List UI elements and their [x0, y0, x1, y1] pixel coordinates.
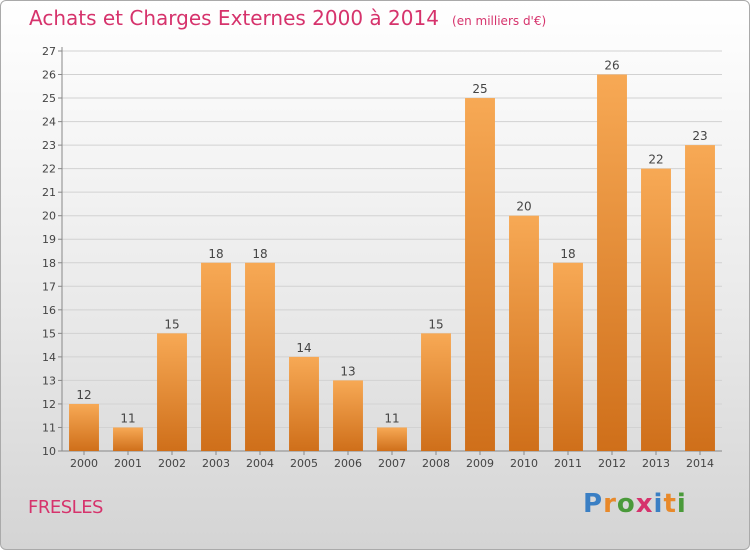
x-tick-labels: 2000 2001 2002 2003 2004 2005 2006 2007 2008 2009… [70, 451, 714, 470]
x-tick-label: 2014 [686, 457, 714, 470]
bar [421, 333, 451, 451]
y-tick-label: 20 [42, 210, 56, 223]
x-tick-label: 2010 [510, 457, 538, 470]
x-tick-label: 2002 [158, 457, 186, 470]
y-tick-label: 26 [42, 69, 56, 82]
x-tick-label: 2008 [422, 457, 450, 470]
x-tick-label: 2007 [378, 457, 406, 470]
logo-letter: P [583, 489, 604, 519]
y-tick-label: 21 [42, 186, 56, 199]
y-tick-label: 27 [42, 45, 56, 58]
y-tick-label: 22 [42, 163, 56, 176]
bar [641, 168, 671, 451]
y-tick-label: 19 [42, 233, 56, 246]
logo-letter: i [676, 489, 687, 519]
y-tick-label: 14 [42, 351, 56, 364]
title-row: Achats et Charges Externes 2000 à 2014 (… [29, 6, 546, 30]
data-label: 14 [296, 341, 311, 355]
x-tick-label: 2003 [202, 457, 230, 470]
bar [685, 145, 715, 451]
data-label: 20 [516, 200, 531, 214]
commune-name: FRESLES [28, 497, 104, 518]
bar [333, 380, 363, 451]
x-tick-label: 2000 [70, 457, 98, 470]
y-tick-labels: 10 11 12 13 14 15 16 17 18 19 20 21 22 23 24 25 26 27 [42, 45, 56, 458]
logo-letter: o [616, 489, 636, 519]
data-label: 22 [648, 153, 663, 167]
bar [113, 427, 143, 451]
logo-letter: r [603, 489, 617, 519]
y-tick-label: 17 [42, 280, 56, 293]
chart-title: Achats et Charges Externes 2000 à 2014 [29, 6, 439, 30]
logo-letter: x [635, 489, 654, 519]
y-tick-label: 12 [42, 398, 56, 411]
data-labels: 12 11 15 18 18 14 13 11 15 25 20 18 26 22 23 [76, 59, 707, 426]
bar [69, 403, 99, 451]
data-label: 18 [252, 247, 267, 261]
bar [245, 262, 275, 451]
data-label: 12 [76, 388, 91, 402]
y-tick-label: 23 [42, 139, 56, 152]
bar [289, 356, 319, 451]
data-label: 15 [428, 317, 443, 331]
y-tick-label: 25 [42, 92, 56, 105]
logo-letter: i [653, 489, 664, 519]
data-label: 13 [340, 364, 355, 378]
logo-letter: t [663, 489, 677, 519]
y-tick-label: 10 [42, 445, 56, 458]
y-tick-label: 11 [42, 421, 56, 434]
x-tick-label: 2009 [466, 457, 494, 470]
data-label: 26 [604, 59, 619, 73]
bar [157, 333, 187, 451]
data-label: 18 [560, 247, 575, 261]
y-tick-label: 15 [42, 327, 56, 340]
data-label: 11 [120, 411, 135, 425]
bar [509, 215, 539, 451]
data-label: 23 [692, 129, 707, 143]
x-tick-label: 2011 [554, 457, 582, 470]
bar [597, 74, 627, 451]
proxiti-logo: Proxiti [583, 489, 687, 519]
data-label: 15 [164, 317, 179, 331]
y-tick-label: 24 [42, 116, 56, 129]
y-tick-label: 13 [42, 374, 56, 387]
data-label: 25 [472, 82, 487, 96]
x-tick-label: 2013 [642, 457, 670, 470]
bar [201, 262, 231, 451]
x-tick-label: 2001 [114, 457, 142, 470]
x-tick-label: 2012 [598, 457, 626, 470]
data-label: 18 [208, 247, 223, 261]
x-tick-label: 2004 [246, 457, 274, 470]
y-tick-label: 16 [42, 304, 56, 317]
x-tick-label: 2006 [334, 457, 362, 470]
bar [377, 427, 407, 451]
bar [553, 262, 583, 451]
bars [69, 74, 715, 451]
chart-subtitle: (en milliers d'€) [452, 14, 547, 28]
bar [465, 98, 495, 451]
x-tick-label: 2005 [290, 457, 318, 470]
y-tick-label: 18 [42, 257, 56, 270]
data-label: 11 [384, 411, 399, 425]
